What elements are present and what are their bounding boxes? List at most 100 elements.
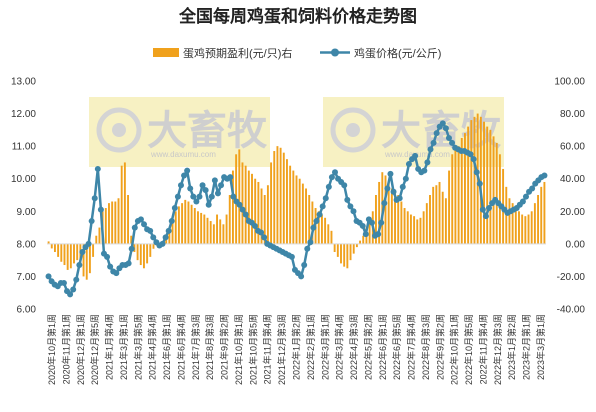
profit-bar [387,181,390,244]
x-tick-label: 2023年3月第1周 [535,314,546,380]
profit-bar [212,224,215,244]
profit-bar [460,138,463,244]
left-tick-label: 9.00 [17,207,37,218]
profit-bar [69,243,72,269]
profit-bar [111,201,114,244]
profit-bar [521,214,524,244]
egg-price-point [473,169,480,176]
profit-bar [467,126,470,244]
profit-bar [362,235,365,244]
right-tick-label: 80.00 [560,109,585,120]
egg-price-point [433,130,440,137]
x-tick-label: 2021年8月第3周 [204,314,215,380]
profit-bar [225,214,228,244]
profit-bar [228,195,231,244]
profit-bar [292,170,295,244]
egg-price-point [304,245,311,252]
profit-bar [543,181,546,244]
egg-price-point [368,219,375,226]
right-tick-label: 20.00 [560,207,585,218]
x-tick-label: 2020年10月第1周 [46,314,57,385]
profit-bar [82,243,85,277]
profit-bar [95,235,98,244]
profit-bar [130,235,133,244]
egg-price-point [482,213,489,220]
egg-price-point [60,279,67,286]
profit-bar [181,203,184,244]
profit-bar [397,195,400,244]
left-tick-label: 8.00 [17,239,37,250]
watermark-logo-dot [346,123,360,137]
x-tick-label: 2020年11月第1周 [60,314,71,384]
egg-price-point [104,253,111,260]
egg-price-point [199,182,206,189]
right-axis-ticks: 100.00 80.00 60.00 40.00 20.00 0.00 -20.00 -40.… [554,77,585,316]
egg-price-point [218,182,225,189]
egg-price-point [125,260,132,267]
profit-bar [231,170,234,244]
egg-price-point [97,206,104,213]
x-tick-label: 2020年12月第1周 [75,314,86,385]
profit-bar [400,201,403,244]
egg-price-point [242,211,249,218]
profit-bar [524,216,527,244]
egg-price-point [390,188,397,195]
x-tick-label: 2022年10月第1周 [449,314,460,385]
profit-bar [174,211,177,244]
egg-price-point [168,218,175,225]
profit-bar [346,243,349,269]
left-tick-label: 10.00 [11,174,36,185]
profit-bar [66,243,69,270]
profit-bar [193,208,196,244]
profit-bar [305,188,307,244]
profit-bar [486,126,489,244]
profit-bar [203,214,206,244]
egg-price-point [85,240,92,247]
profit-bar [419,217,422,244]
egg-price-point [476,180,483,187]
egg-price-point [402,175,409,182]
egg-price-point [214,190,221,197]
right-tick-label: -40.00 [557,305,586,316]
profit-bar [273,151,276,244]
profit-bar [537,195,540,244]
profit-bar [263,195,266,244]
egg-price-point [137,216,144,223]
egg-price-point [424,159,431,166]
egg-price-point [427,146,434,153]
egg-price-point [467,151,474,158]
profit-bar [219,219,222,244]
profit-bar [117,198,120,244]
x-tick-label: 2021年12月第3周 [276,314,287,385]
x-tick-label: 2021年1月第4周 [104,314,115,380]
x-tick-label: 2023年2月第1周 [521,314,532,380]
right-tick-label: 0.00 [566,239,586,250]
left-tick-label: 6.00 [17,305,37,316]
profit-bar [92,243,95,257]
egg-price-point [350,208,357,215]
profit-bar [540,186,543,244]
egg-price-point [439,120,446,127]
profit-bar [286,159,288,244]
profit-bar [441,191,444,244]
egg-price-point [190,193,197,200]
profit-bar [295,175,298,244]
egg-price-point [193,198,200,205]
profit-bar [435,185,438,244]
profit-bar [222,224,225,244]
profit-bar [473,116,476,244]
profit-bar [177,206,180,244]
egg-price-point [332,169,338,176]
profit-bar [60,243,63,262]
egg-price-point [73,276,80,283]
profit-bar [216,214,218,244]
x-tick-label: 2022年3月第4周 [334,314,345,380]
egg-price-point [205,201,212,208]
egg-price-point [522,193,529,200]
egg-price-point [258,229,265,236]
egg-price-point [298,273,305,280]
egg-price-point [378,219,385,226]
profit-bar [457,146,460,244]
profit-bar [425,203,428,244]
